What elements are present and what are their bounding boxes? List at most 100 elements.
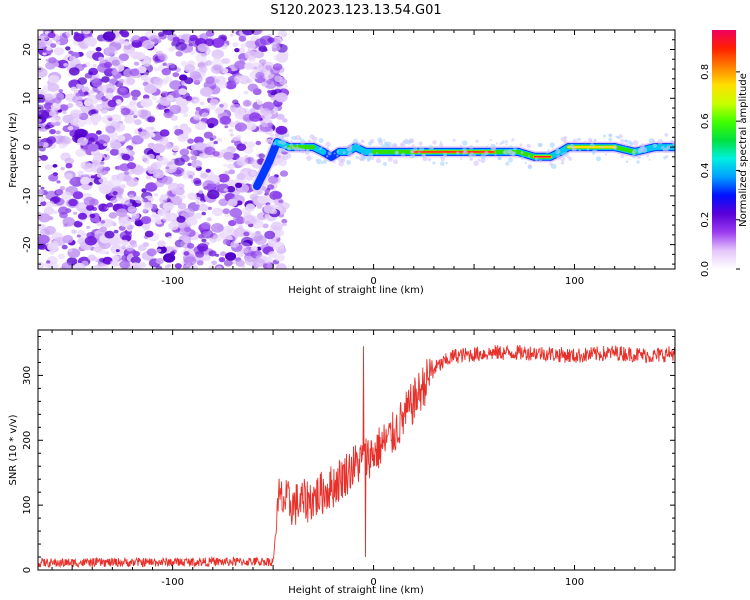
ridge-speckle [346,146,353,152]
ridge-speckle [615,135,618,138]
noise-blob [97,134,111,145]
noise-blob [206,217,212,222]
noise-blob [250,171,257,176]
noise-blob [78,203,86,209]
noise-blob [139,131,151,140]
noise-blob [179,194,186,200]
noise-blob [45,61,56,70]
ridge-speckle [592,149,596,153]
noise-blob [204,38,215,47]
snr-frame [37,329,676,571]
ridge-speckle [618,134,623,139]
ridge-speckle [586,147,590,151]
noise-blob [162,176,173,185]
ridge-speckle [336,154,339,157]
noise-blob [186,46,193,52]
noise-blob [53,47,65,56]
noise-blob [59,104,69,112]
noise-blob [250,62,263,72]
colorbar-ticks: 0.0 0.2 0.4 0.6 0.8 [700,64,740,277]
noise-blob [129,100,137,106]
y-tick-label: 0 [22,144,33,150]
noise-blob [184,64,196,73]
noise-blob [87,254,96,261]
ridge-speckle [306,155,312,161]
noise-blob [50,103,61,111]
noise-blob [262,223,269,229]
ridge-speckle [555,147,559,151]
noise-blob [109,148,120,156]
noise-blob [92,160,99,165]
noise-blob [232,99,239,105]
noise-blob [126,177,139,187]
ridge-speckle [306,148,310,153]
noise-blob [190,155,198,161]
noise-blob [113,229,119,234]
colorbar-tick-label: 0.4 [700,162,711,178]
noise-blob [94,104,103,111]
ridge-speckle [336,150,339,153]
ridge-speckle [355,155,359,159]
noise-blob [222,58,231,65]
noise-blob [81,63,87,68]
noise-blob [236,200,243,206]
noise-blob [130,89,141,98]
noise-blob [44,93,54,101]
noise-blob [144,83,158,94]
noise-blob [104,46,118,57]
ridge-speckle [664,133,669,137]
ridge-speckle [427,157,432,162]
noise-blob [164,264,170,269]
noise-blob [49,129,56,135]
noise-blob [211,223,224,233]
noise-blob [103,143,108,147]
noise-blob [195,250,205,258]
noise-blob [75,148,86,157]
noise-blob [90,113,102,123]
noise-blob [62,235,74,244]
ridge-speckle [636,160,640,164]
noise-blob [121,153,131,161]
noise-blob [201,211,206,216]
noise-blob [263,204,276,214]
ridge-speckle [278,150,282,154]
colorbar-tick-label: 0.8 [700,64,711,80]
noise-blob [119,60,124,64]
noise-blob [65,30,75,38]
noise-blob [73,211,78,215]
ridge-speckle [520,156,525,160]
ridge-speckle [338,157,344,163]
noise-blob [235,259,245,267]
noise-blob [70,119,79,126]
ridge-speckle [321,162,324,165]
noise-blob [205,168,211,173]
noise-blob [280,202,290,210]
ridge-speckle [294,146,300,153]
noise-blob [148,132,156,138]
noise-blob [279,79,287,85]
ridge-speckle [401,152,406,158]
noise-blob [167,236,172,240]
ridge-speckle [657,138,663,145]
ridge-speckle [394,150,399,155]
ridge-speckle [526,143,531,149]
ridge [251,133,675,192]
noise-blob [203,107,211,113]
ridge-speckle [326,155,329,158]
noise-blob [232,42,239,48]
noise-blob [215,107,225,114]
noise-blob [229,179,234,183]
ridge-speckle [375,158,382,164]
ridge-speckle [593,139,596,142]
ridge-speckle [272,142,276,146]
noise-blob [160,194,168,200]
noise-blob [194,212,203,219]
noise-blob [44,261,53,269]
noise-blob [120,197,130,205]
noise-blob [117,155,123,160]
y-tick-label: 100 [22,496,33,515]
ridge-speckle [507,149,512,154]
noise-blob [110,197,118,204]
noise-blob [98,203,108,210]
